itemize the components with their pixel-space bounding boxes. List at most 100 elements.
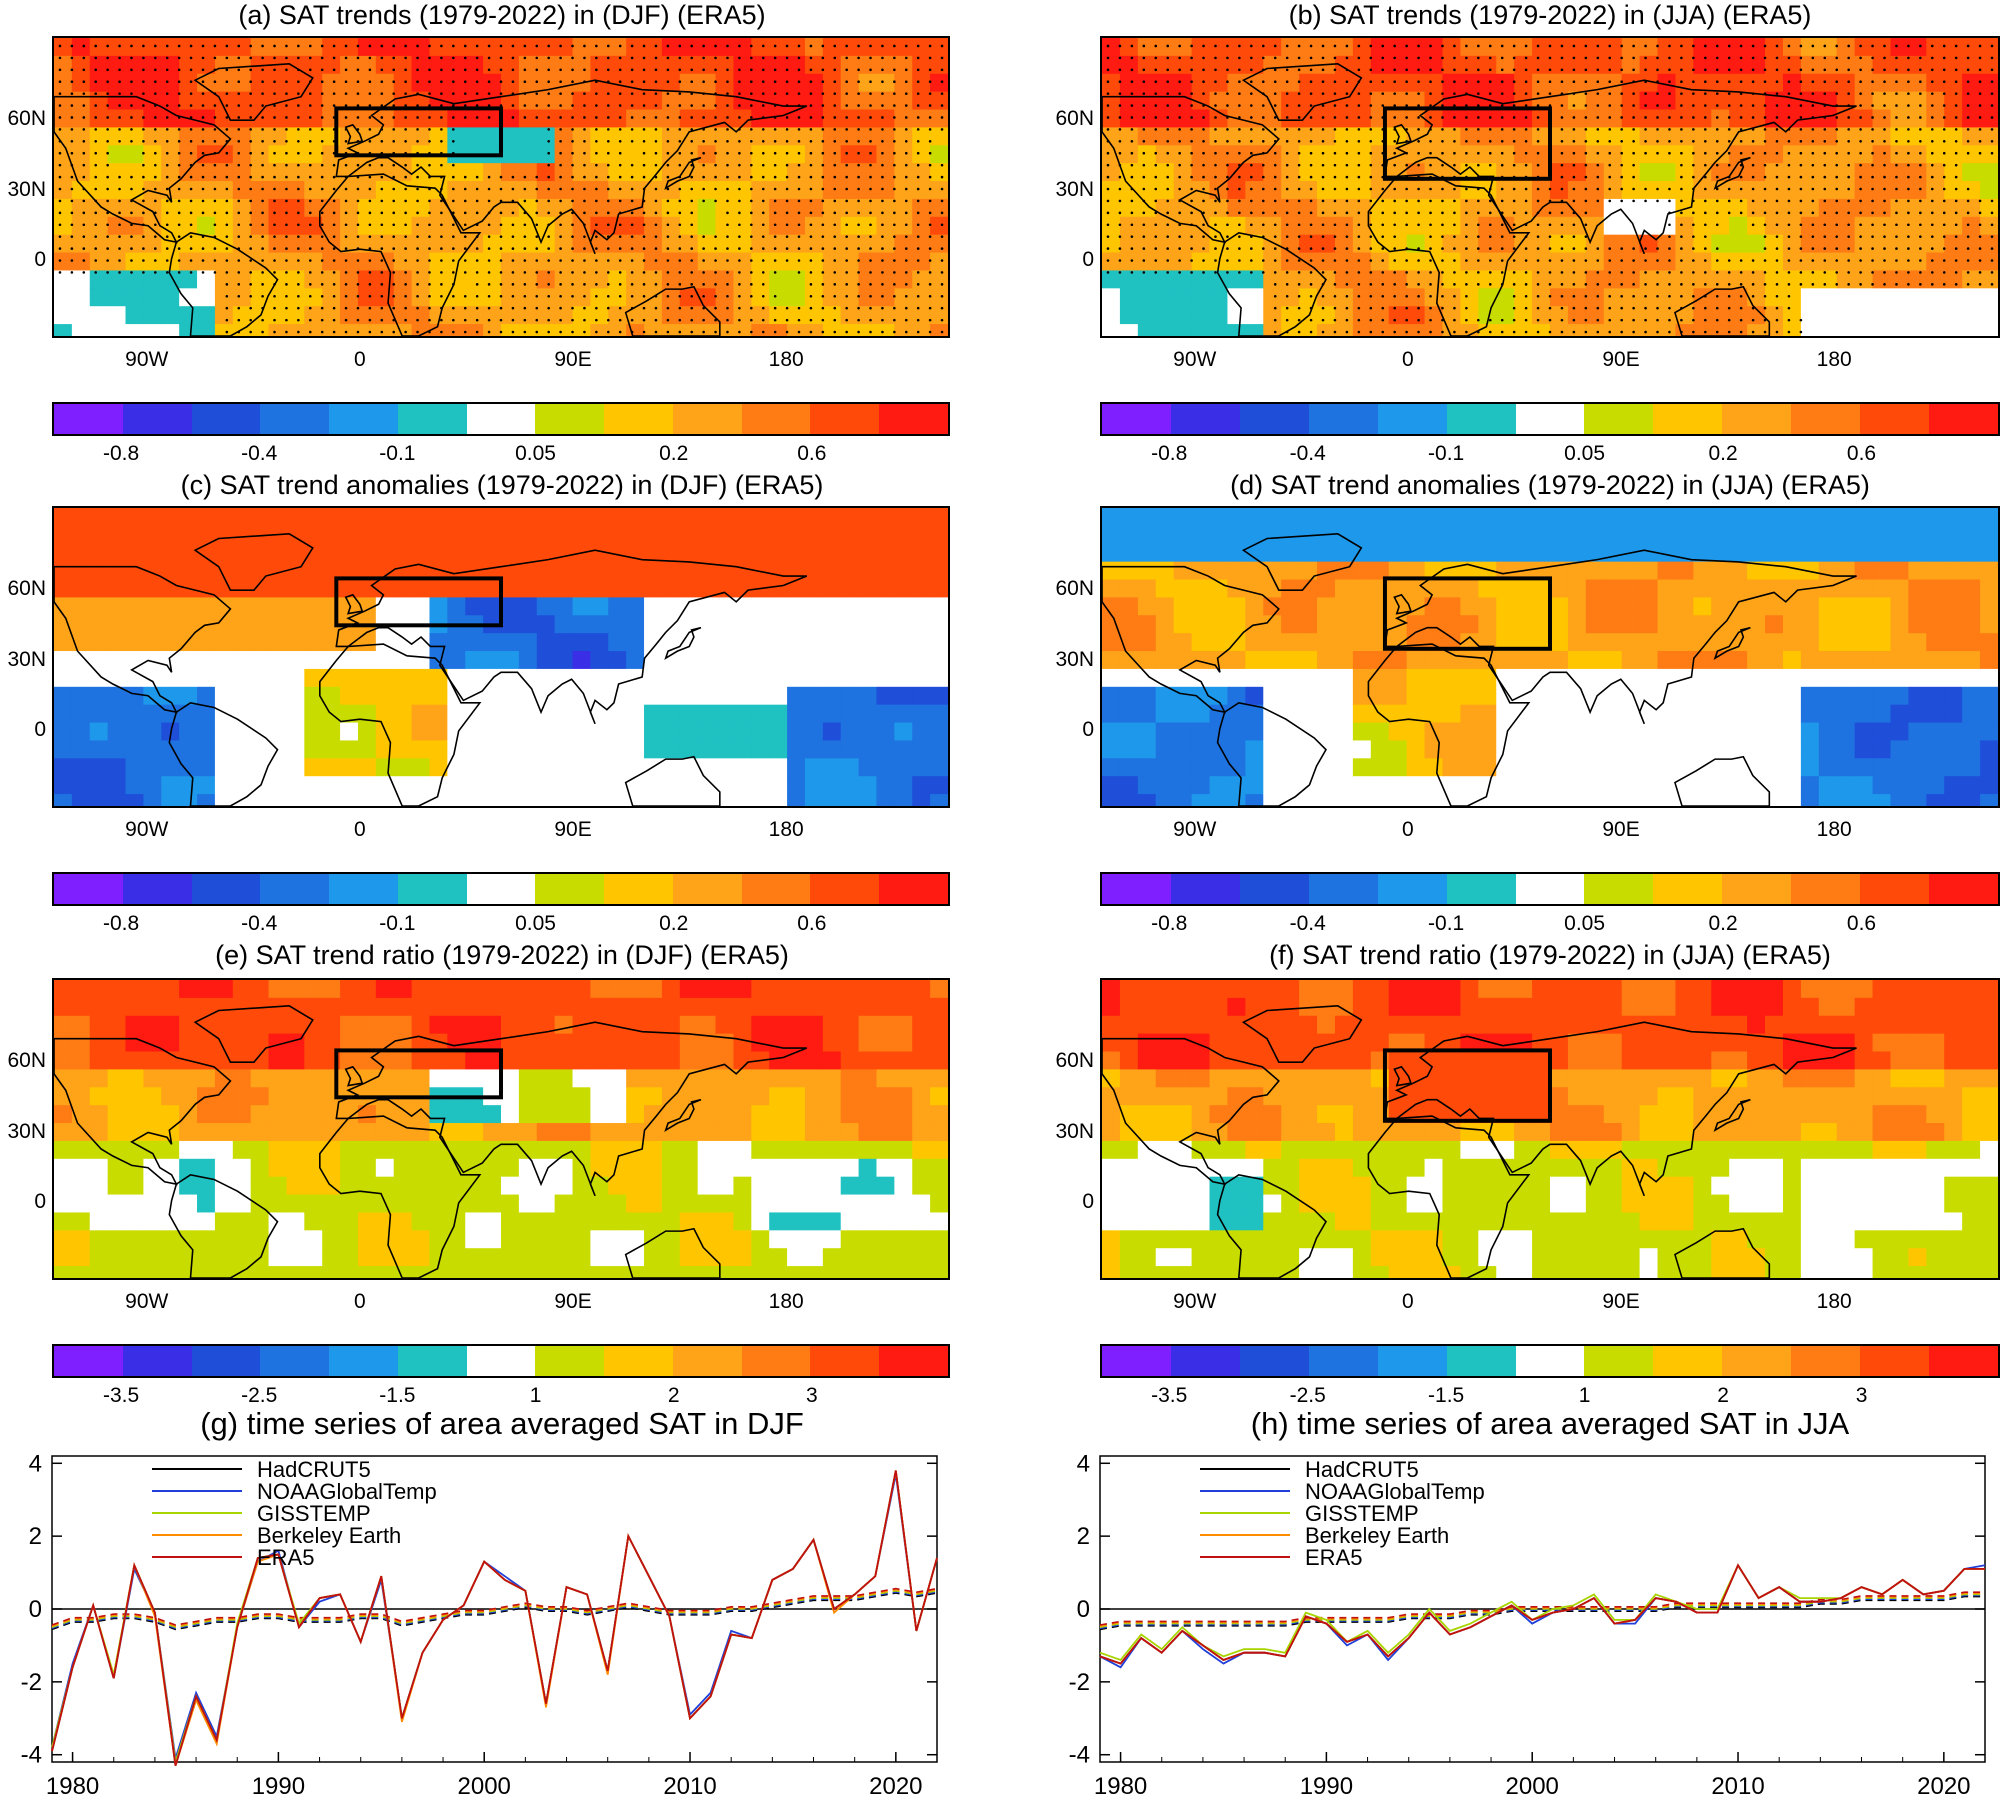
map-cell — [822, 216, 842, 236]
map-cell — [1406, 1212, 1426, 1231]
map-cell — [715, 306, 734, 325]
map-cell — [1317, 615, 1336, 634]
map-cell — [697, 306, 717, 325]
map-cell — [1585, 776, 1605, 795]
map-cell — [1872, 252, 1891, 271]
map-cell — [1191, 1212, 1211, 1231]
map-cell — [1854, 579, 1874, 598]
map-cell — [125, 127, 144, 146]
map-cell — [626, 163, 645, 182]
map-cell — [1908, 216, 1927, 236]
map-cell — [393, 508, 413, 527]
map-cell — [1352, 597, 1372, 616]
map-cell — [1550, 324, 1569, 336]
map-cell — [1137, 1176, 1157, 1196]
map-cell — [1102, 234, 1121, 254]
map-cell — [197, 127, 216, 146]
map-cell — [501, 324, 520, 336]
map-cell — [447, 1015, 466, 1035]
coastline — [319, 643, 482, 806]
map-cell — [125, 776, 144, 795]
map-cell — [483, 776, 502, 795]
map-cell — [1585, 234, 1605, 254]
map-cell — [1603, 508, 1623, 527]
map-cell — [179, 980, 198, 999]
map-cell — [1729, 1069, 1748, 1088]
map-cell — [1460, 722, 1479, 741]
map-cell — [1836, 324, 1856, 336]
map-cell — [1782, 1266, 1802, 1278]
map-cell — [1514, 1015, 1533, 1035]
map-cell — [804, 543, 824, 563]
map-cell — [1317, 1176, 1336, 1196]
map-cell — [1675, 1140, 1694, 1160]
map-cell — [1460, 1176, 1479, 1196]
map-cell — [1890, 181, 1909, 200]
map-cell — [1299, 1212, 1318, 1231]
map-cell — [1962, 508, 1981, 527]
map-cell — [429, 776, 448, 795]
map-cell — [1567, 704, 1587, 724]
map-cell — [107, 722, 127, 741]
map-cell — [554, 525, 574, 545]
map-cell — [912, 216, 931, 236]
map-cell — [1854, 234, 1874, 254]
map-cell — [214, 997, 234, 1017]
map-cell — [1173, 633, 1193, 652]
map-cell — [1890, 234, 1909, 254]
map-cell — [554, 127, 574, 146]
map-cell — [89, 91, 109, 111]
map-cell — [536, 1123, 556, 1142]
map-cell — [1424, 216, 1443, 236]
map-cell — [1281, 163, 1300, 182]
map-cell — [1621, 651, 1641, 670]
map-cell — [1460, 109, 1479, 128]
map-cell — [447, 216, 466, 236]
map-cell — [304, 1176, 323, 1196]
map-cell — [357, 686, 377, 706]
map-cell — [125, 615, 144, 634]
map-cell — [858, 1105, 877, 1124]
map-cell — [1317, 1069, 1336, 1088]
map-cell — [554, 252, 574, 271]
map-cell — [1872, 198, 1891, 218]
map-cell — [483, 1176, 502, 1196]
map-cell — [268, 324, 287, 336]
map-cell — [1370, 270, 1390, 289]
map-cell — [1334, 270, 1354, 289]
map-cell — [697, 127, 717, 146]
map-cell — [1496, 324, 1515, 336]
map-cell — [1657, 597, 1676, 616]
map-cell — [1424, 1051, 1443, 1070]
map-cell — [375, 1069, 395, 1088]
map-cell — [626, 651, 645, 670]
map-cell — [54, 306, 73, 325]
map-cell — [930, 1176, 948, 1196]
map-cell — [679, 55, 699, 75]
map-cell — [697, 1051, 717, 1070]
map-cell — [1460, 270, 1479, 289]
map-cell — [876, 704, 895, 724]
map-cell — [1693, 651, 1712, 670]
map-cell — [125, 704, 144, 724]
map-cell — [1460, 508, 1479, 527]
map-cell — [1729, 109, 1748, 128]
map-cell — [1639, 704, 1659, 724]
map-cell — [1532, 127, 1551, 146]
map-cell — [1908, 163, 1927, 182]
map-cell — [751, 1015, 770, 1035]
map-cell — [876, 38, 895, 57]
map-cell — [1532, 324, 1551, 336]
map-cell — [1119, 1248, 1139, 1267]
map-cell — [1854, 508, 1874, 527]
map-cell — [1352, 633, 1372, 652]
map-cell — [876, 740, 895, 759]
map-cell — [1299, 980, 1318, 999]
map-cell — [1585, 1069, 1605, 1088]
map-cell — [268, 73, 287, 93]
map-cell — [858, 1069, 877, 1088]
map-cell — [1800, 1069, 1820, 1088]
map-cell — [1621, 1105, 1641, 1124]
map-cell — [1603, 543, 1623, 563]
map-cell — [107, 704, 127, 724]
